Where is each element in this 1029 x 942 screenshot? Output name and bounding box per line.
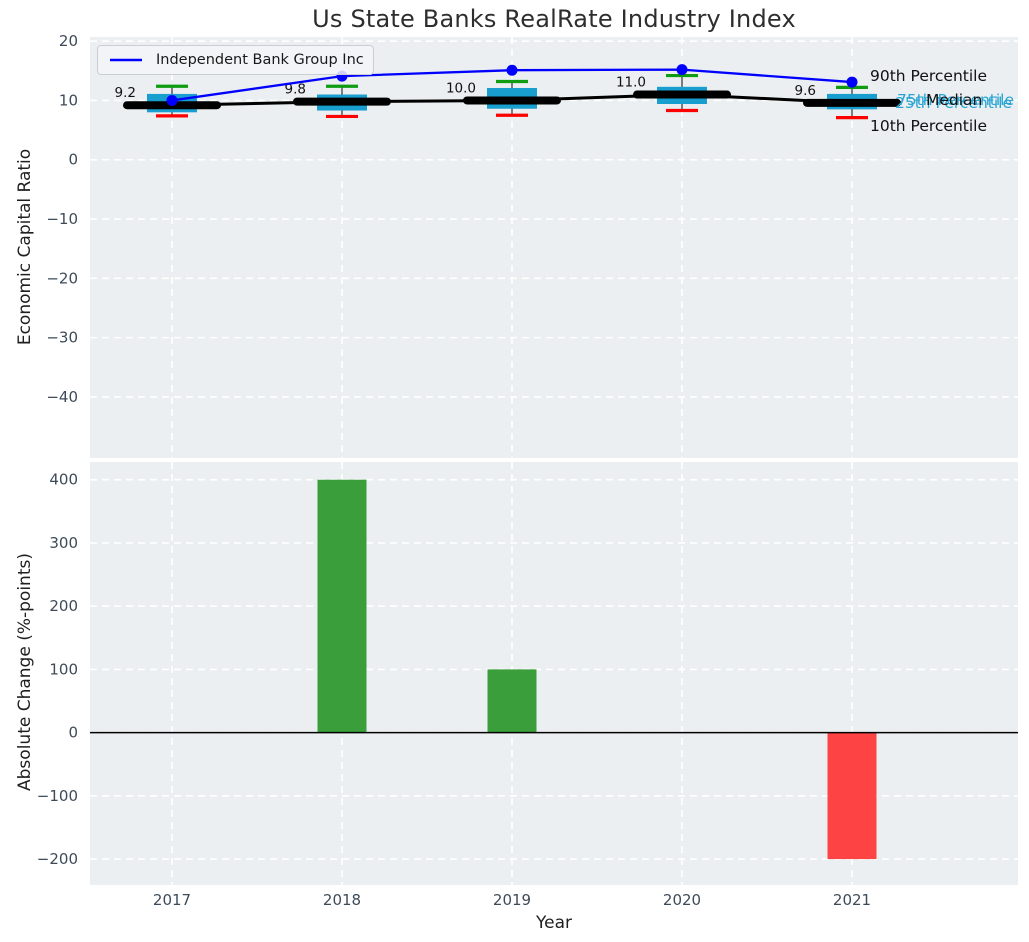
annotation-25th-percentile: 25th Percentile [895, 94, 1013, 112]
ytick-label-bottom: 300 [49, 534, 78, 552]
xtick-label: 2021 [833, 891, 871, 909]
ytick-label-bottom: 0 [68, 724, 78, 742]
annotation-75th-percentile: 75th Percentile [897, 91, 1015, 109]
ytick-label-top: −30 [46, 329, 78, 347]
company-marker [506, 64, 518, 76]
median-value-label: 9.2 [115, 85, 136, 101]
median-value-label: 11.0 [616, 75, 646, 91]
ytick-label-bottom: −200 [37, 850, 78, 868]
chart-title: Us State Banks RealRate Industry Index [312, 5, 796, 33]
ytick-label-bottom: 200 [49, 597, 78, 615]
ytick-label-top: −20 [46, 269, 78, 287]
legend-line-sample [110, 58, 142, 62]
company-marker [846, 76, 858, 88]
bar-positive [317, 479, 367, 733]
ytick-label-top: −40 [46, 388, 78, 406]
bar-negative [827, 732, 877, 860]
legend[interactable]: Independent Bank Group Inc [97, 45, 374, 75]
bar-positive [487, 669, 537, 733]
annotation-median: Median [926, 91, 983, 109]
company-marker [166, 94, 178, 106]
annotation-90th-percentile: 90th Percentile [870, 67, 988, 85]
legend-label: Independent Bank Group Inc [156, 52, 364, 68]
ytick-label-top: 0 [68, 151, 78, 169]
xtick-label: 2018 [323, 891, 361, 909]
ytick-label-bottom: 400 [49, 471, 78, 489]
ytick-label-bottom: −100 [37, 787, 78, 805]
ytick-label-bottom: 100 [49, 660, 78, 678]
median-value-label: 9.6 [795, 83, 816, 99]
xtick-label: 2019 [493, 891, 531, 909]
ytick-label-top: −10 [46, 210, 78, 228]
xtick-label: 2017 [153, 891, 191, 909]
y-axis-label-top: Economic Capital Ratio [15, 149, 35, 345]
bottom-plot-area [90, 462, 1018, 885]
annotation-10th-percentile: 10th Percentile [870, 117, 988, 135]
x-axis-label: Year [535, 913, 572, 933]
company-marker [676, 64, 688, 76]
median-value-label: 9.8 [285, 82, 306, 98]
xtick-label: 2020 [663, 891, 701, 909]
y-axis-label-bottom: Absolute Change (%-points) [15, 553, 35, 791]
ytick-label-top: 20 [59, 32, 78, 50]
median-value-label: 10.0 [446, 80, 476, 96]
ytick-label-top: 10 [59, 91, 78, 109]
